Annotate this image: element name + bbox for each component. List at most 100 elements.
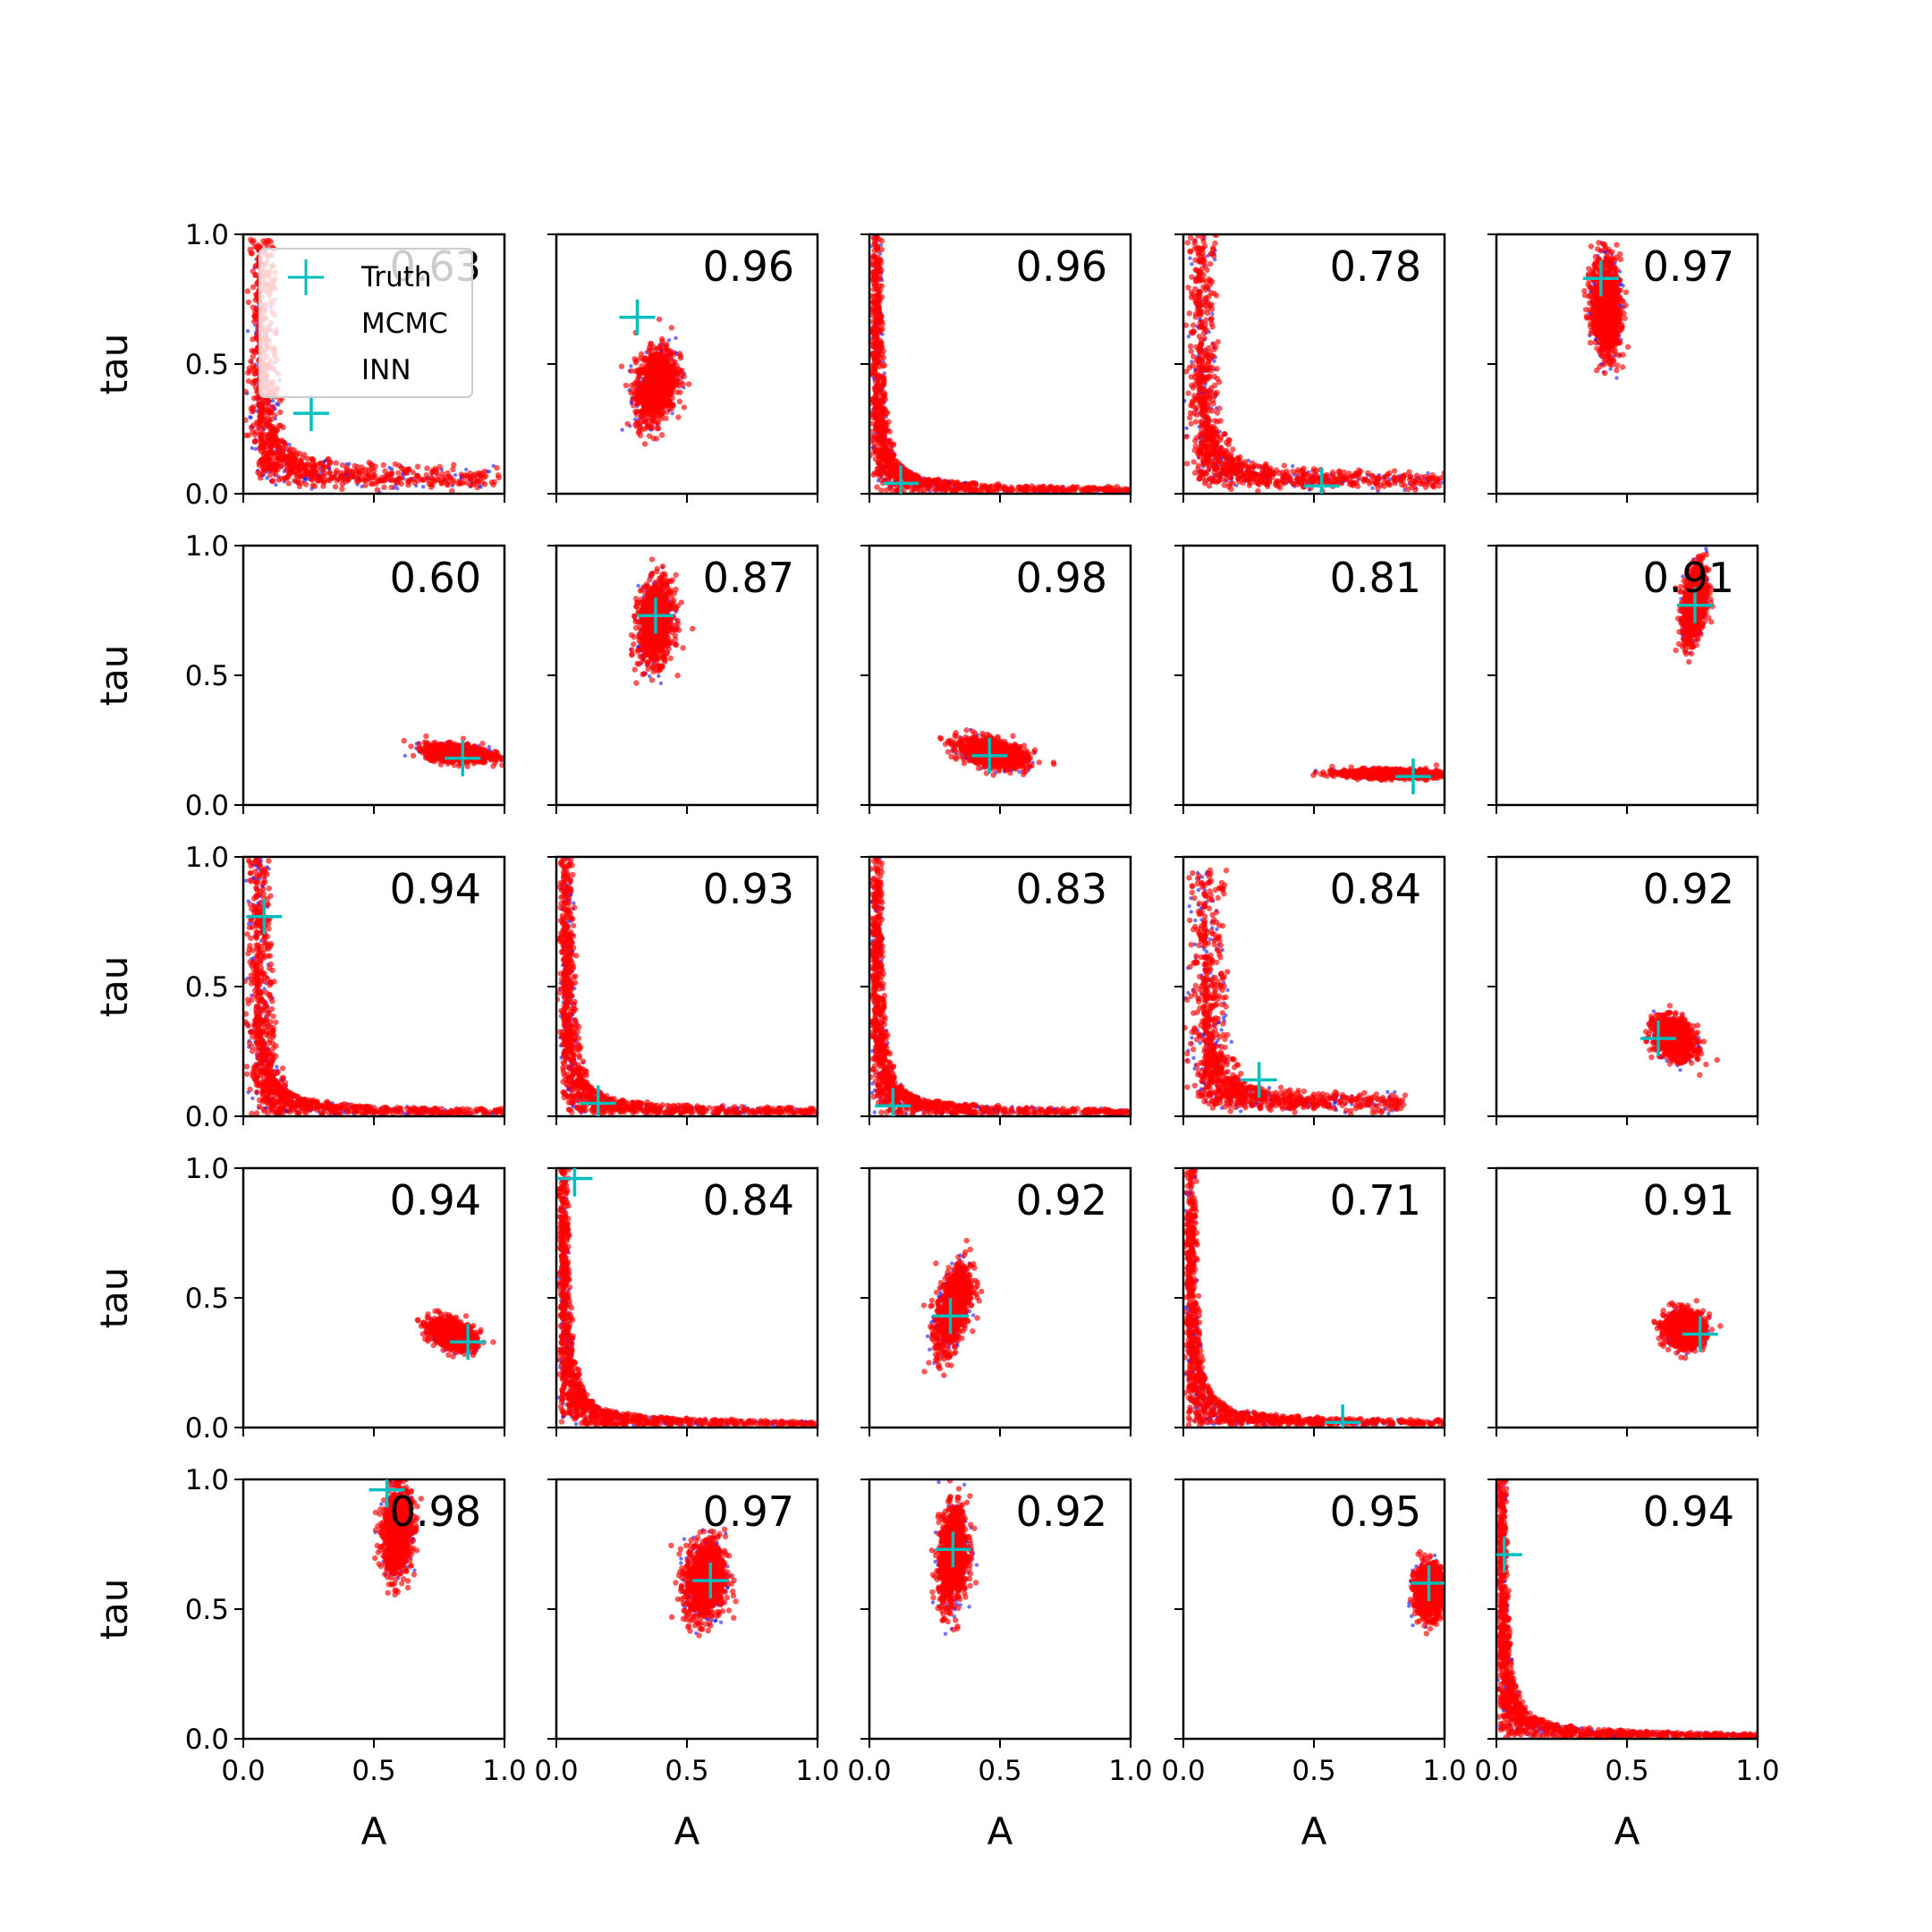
inn-point — [326, 470, 334, 476]
inn-point — [311, 483, 318, 489]
inn-point — [258, 426, 266, 433]
inn-point — [1384, 473, 1390, 479]
inn-point — [632, 409, 639, 415]
inn-point — [1192, 419, 1199, 425]
inn-point — [428, 474, 434, 481]
inn-point — [1214, 389, 1220, 396]
inn-point — [878, 283, 886, 289]
inn-point — [648, 360, 654, 367]
inn-point — [674, 362, 680, 369]
inn-point — [677, 389, 683, 395]
inn-point — [636, 420, 643, 428]
inn-point — [356, 469, 363, 475]
inn-point — [1203, 284, 1209, 291]
inn-point — [1191, 353, 1197, 360]
inn-point — [1197, 355, 1203, 362]
inn-point — [272, 412, 278, 419]
inn-point — [871, 239, 878, 245]
inn-point — [920, 480, 928, 487]
inn-point — [1188, 289, 1195, 295]
inn-point — [876, 275, 883, 282]
inn-point — [481, 468, 487, 475]
inn-point — [1187, 343, 1194, 350]
inn-point — [965, 481, 971, 487]
inn-point — [449, 487, 455, 494]
inn-point — [640, 357, 647, 363]
inn-point — [447, 475, 453, 481]
inn-point — [623, 382, 630, 389]
inn-point — [879, 465, 886, 471]
inn-point — [398, 480, 404, 487]
inn-point — [339, 486, 345, 492]
inn-point — [291, 447, 297, 453]
inn-point — [1197, 245, 1203, 252]
inn-point — [913, 486, 919, 492]
inn-point — [624, 420, 631, 428]
inn-point — [648, 369, 655, 376]
inn-point — [669, 395, 675, 402]
inn-point — [874, 258, 880, 264]
inn-point — [894, 487, 901, 494]
mcmc-point — [287, 442, 292, 447]
inn-point — [287, 453, 293, 460]
inn-point — [628, 368, 634, 374]
inn-point — [870, 436, 877, 443]
inn-point — [869, 414, 876, 420]
inn-point — [685, 381, 692, 387]
inn-point — [456, 479, 463, 486]
inn-point — [878, 470, 885, 477]
inn-point — [1216, 473, 1223, 479]
inn-point — [250, 239, 256, 245]
inn-point — [1201, 436, 1208, 443]
mcmc-point — [276, 402, 281, 407]
inn-point — [256, 462, 262, 469]
inn-point — [874, 372, 880, 379]
inn-point — [1290, 480, 1296, 487]
inn-point — [1001, 487, 1008, 493]
inn-point — [268, 445, 275, 451]
inn-point — [1202, 302, 1208, 309]
mcmc-point — [245, 329, 250, 334]
inn-point — [657, 409, 663, 415]
inn-point — [931, 477, 937, 484]
inn-point — [1408, 480, 1414, 487]
inn-point — [1212, 240, 1218, 247]
inn-point — [876, 378, 882, 386]
inn-point — [1230, 480, 1236, 487]
inn-point — [1237, 469, 1244, 475]
inn-point — [1227, 468, 1233, 474]
inn-point — [658, 416, 665, 422]
inn-point — [302, 470, 309, 477]
inn-point — [1299, 477, 1306, 484]
inn-point — [1204, 376, 1211, 382]
inn-point — [1200, 451, 1207, 458]
inn-point — [659, 338, 665, 344]
inn-point — [1088, 487, 1094, 494]
panel-points — [869, 234, 1131, 494]
inn-point — [658, 389, 665, 395]
inn-point — [352, 462, 358, 469]
inn-point — [388, 484, 394, 490]
inn-point — [642, 416, 648, 423]
inn-point — [1391, 475, 1397, 481]
inn-point — [1429, 482, 1436, 488]
inn-point — [1208, 450, 1215, 457]
panel-4: 0.78 — [1174, 233, 1446, 503]
inn-point — [1385, 479, 1392, 487]
inn-point — [381, 484, 387, 490]
inn-point — [491, 479, 498, 486]
inn-point — [286, 469, 293, 476]
inn-point — [886, 447, 894, 454]
inn-point — [406, 466, 412, 473]
inn-point — [340, 462, 346, 469]
inn-point — [878, 340, 885, 346]
inn-point — [641, 441, 648, 447]
inn-point — [658, 432, 665, 438]
inn-point — [1264, 466, 1270, 472]
inn-point — [1372, 479, 1379, 486]
inn-point — [876, 459, 882, 465]
inn-point — [1366, 480, 1373, 487]
inn-point — [292, 468, 300, 474]
mcmc-point — [1190, 262, 1194, 267]
inn-point — [316, 475, 322, 481]
